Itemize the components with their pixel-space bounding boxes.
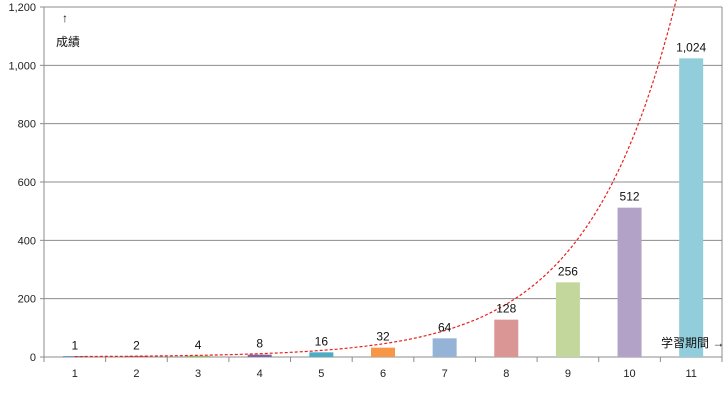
grid-lines: [43, 6, 723, 358]
x-tick-label: 8: [503, 368, 509, 380]
y-axis-arrow: ↑: [62, 11, 68, 25]
trendline: [74, 0, 677, 358]
data-label: 8: [256, 337, 263, 351]
x-tick-label: 3: [195, 368, 201, 380]
bar: [555, 282, 580, 357]
x-tick-label: 4: [257, 368, 263, 380]
data-labels: 1 2 4 8 16 32 64 128 256 512 1,024: [71, 40, 706, 352]
y-tick-label: 1,200: [8, 2, 36, 14]
y-tick-label: 0: [30, 352, 36, 364]
x-axis-ticks: 1 2 3 4 5 6 7 8 9 10 11: [43, 357, 723, 380]
data-label: 1: [71, 339, 78, 353]
y-axis-ticks: 0 200 400 600 800 1,000 1,200: [8, 2, 44, 364]
bar: [371, 347, 395, 357]
x-tick-label: 5: [318, 368, 324, 380]
bars: [62, 58, 704, 357]
data-label: 32: [376, 330, 390, 344]
data-label: 256: [558, 264, 578, 278]
bar: [186, 355, 211, 357]
x-axis-label: 学習期間 →: [661, 335, 724, 350]
y-tick-label: 1,000: [8, 60, 36, 72]
data-label: 128: [496, 302, 516, 316]
bar: [247, 354, 272, 357]
data-label: 64: [438, 320, 452, 334]
y-tick-label: 200: [18, 294, 36, 306]
x-tick-label: 2: [133, 368, 139, 380]
y-axis-label: 成績: [56, 35, 80, 49]
x-tick-label: 6: [380, 368, 386, 380]
data-label: 2: [133, 338, 140, 352]
trendline-curve: [74, 0, 677, 358]
y-tick-label: 400: [18, 235, 36, 247]
y-tick-label: 800: [18, 119, 36, 131]
data-label: 4: [195, 338, 202, 352]
bar: [679, 58, 704, 357]
bar: [432, 338, 457, 357]
x-tick-label: 11: [685, 368, 696, 380]
data-label: 16: [315, 334, 329, 348]
data-label: 512: [620, 190, 640, 204]
bar: [309, 352, 334, 357]
data-label: 1,024: [676, 40, 706, 54]
x-tick-label: 7: [442, 368, 448, 380]
x-tick-label: 1: [72, 368, 78, 380]
x-tick-label: 9: [565, 368, 571, 380]
bar: [494, 319, 519, 357]
bar: [617, 207, 642, 357]
x-tick-label: 10: [623, 368, 635, 380]
y-tick-label: 600: [18, 177, 36, 189]
